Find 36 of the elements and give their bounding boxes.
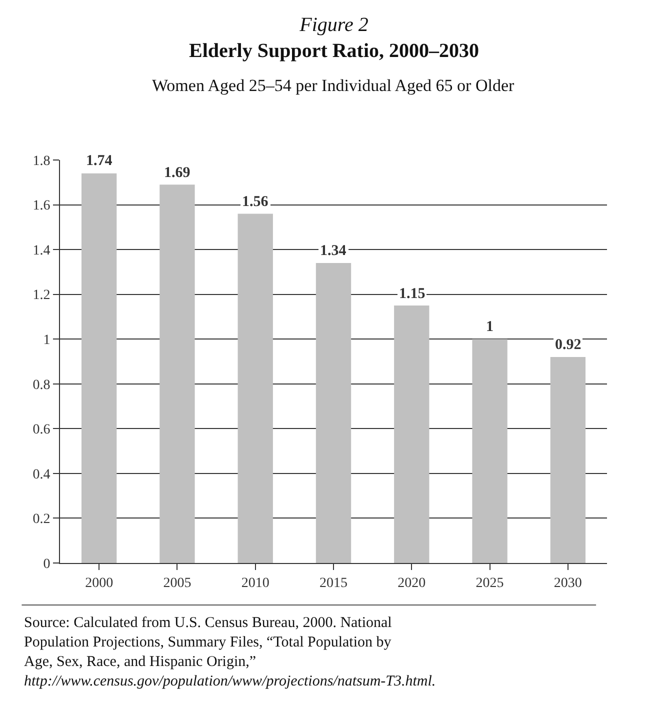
data-label: 1 (486, 319, 494, 335)
y-tick-label: 0.4 (32, 467, 50, 482)
y-tick-label: 0.6 (32, 422, 50, 438)
chart-subtitle: Women Aged 25–54 per Individual Aged 65 or Older (152, 76, 515, 95)
y-tick-label: 0.8 (32, 378, 50, 393)
bar (81, 173, 117, 563)
data-label: 1.34 (320, 243, 347, 259)
x-tick-label: 2020 (398, 576, 426, 591)
x-tick-label: 2015 (320, 576, 348, 591)
chart-title: Elderly Support Ratio, 2000–2030 (189, 40, 480, 62)
y-tick-label: 0 (43, 556, 50, 572)
data-label: 0.92 (555, 337, 582, 353)
x-tick-label: 2000 (85, 576, 114, 591)
y-tick-label: 0.2 (32, 512, 50, 528)
text: http://www.census.gov/population/www/projections/natsum-T3.html. (24, 674, 436, 690)
source-note: Source: Calculated from U.S. Census Bureau, 2000. National Population Projections, Summary Files, “Total Population by Age, Sex, Race, and Hispanic Origin,” (24, 615, 392, 670)
y-tick-label: 1.4 (32, 243, 50, 258)
data-label: 1.15 (399, 286, 426, 302)
y-tick-label: 1 (43, 333, 50, 348)
x-tick-label: 2030 (554, 576, 582, 591)
bar (316, 262, 352, 563)
x-tick-label: 2005 (163, 576, 192, 591)
y-tick-label: 1.8 (32, 154, 50, 169)
data-label: 1.74 (86, 153, 113, 169)
bar (160, 184, 195, 563)
x-tick-label: 2010 (241, 576, 270, 591)
y-tick-label: 1.6 (32, 198, 50, 214)
bar (550, 357, 586, 563)
y-tick-label: 1.2 (32, 288, 50, 304)
bar (472, 339, 508, 563)
data-label: 1.56 (242, 194, 269, 210)
bar (238, 214, 273, 563)
data-label: 1.69 (164, 165, 190, 181)
bar (394, 306, 430, 563)
x-tick-label: 2025 (476, 576, 504, 591)
caption: Figure 2 (298, 14, 368, 36)
